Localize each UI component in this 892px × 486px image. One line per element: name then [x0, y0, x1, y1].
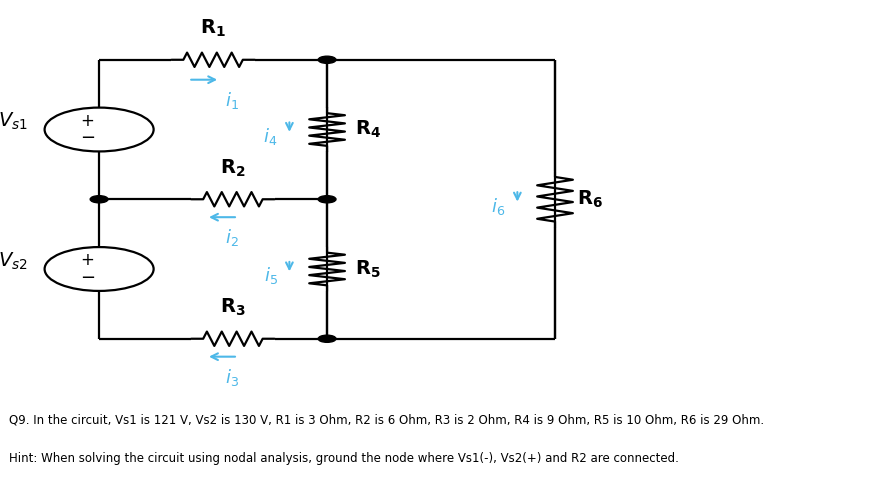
- Text: $\mathbf{R_1}$: $\mathbf{R_1}$: [200, 18, 226, 39]
- Text: $\mathbf{R_3}$: $\mathbf{R_3}$: [220, 297, 246, 318]
- Text: −: −: [79, 269, 95, 287]
- Text: $i_1$: $i_1$: [225, 89, 239, 111]
- Text: +: +: [80, 112, 95, 130]
- Text: $\mathbf{R_5}$: $\mathbf{R_5}$: [355, 259, 381, 279]
- Text: $i_6$: $i_6$: [491, 195, 506, 217]
- Circle shape: [90, 196, 108, 203]
- Text: +: +: [80, 251, 95, 269]
- Text: $V_{s1}$: $V_{s1}$: [0, 111, 28, 132]
- Circle shape: [318, 335, 336, 342]
- Text: $i_2$: $i_2$: [225, 227, 239, 248]
- Text: −: −: [79, 129, 95, 147]
- Text: $\mathbf{R_4}$: $\mathbf{R_4}$: [355, 119, 381, 140]
- Text: Hint: When solving the circuit using nodal analysis, ground the node where Vs1(-: Hint: When solving the circuit using nod…: [9, 452, 679, 465]
- Text: $i_3$: $i_3$: [225, 366, 239, 388]
- Text: $V_{s2}$: $V_{s2}$: [0, 250, 28, 272]
- Circle shape: [318, 56, 336, 63]
- Text: $i_4$: $i_4$: [263, 126, 277, 147]
- Text: Q9. In the circuit, Vs1 is 121 V, Vs2 is 130 V, R1 is 3 Ohm, R2 is 6 Ohm, R3 is : Q9. In the circuit, Vs1 is 121 V, Vs2 is…: [9, 413, 764, 426]
- Text: $\mathbf{R_6}$: $\mathbf{R_6}$: [577, 189, 603, 210]
- Text: $i_5$: $i_5$: [263, 265, 277, 286]
- Circle shape: [318, 196, 336, 203]
- Text: $\mathbf{R_2}$: $\mathbf{R_2}$: [220, 157, 245, 178]
